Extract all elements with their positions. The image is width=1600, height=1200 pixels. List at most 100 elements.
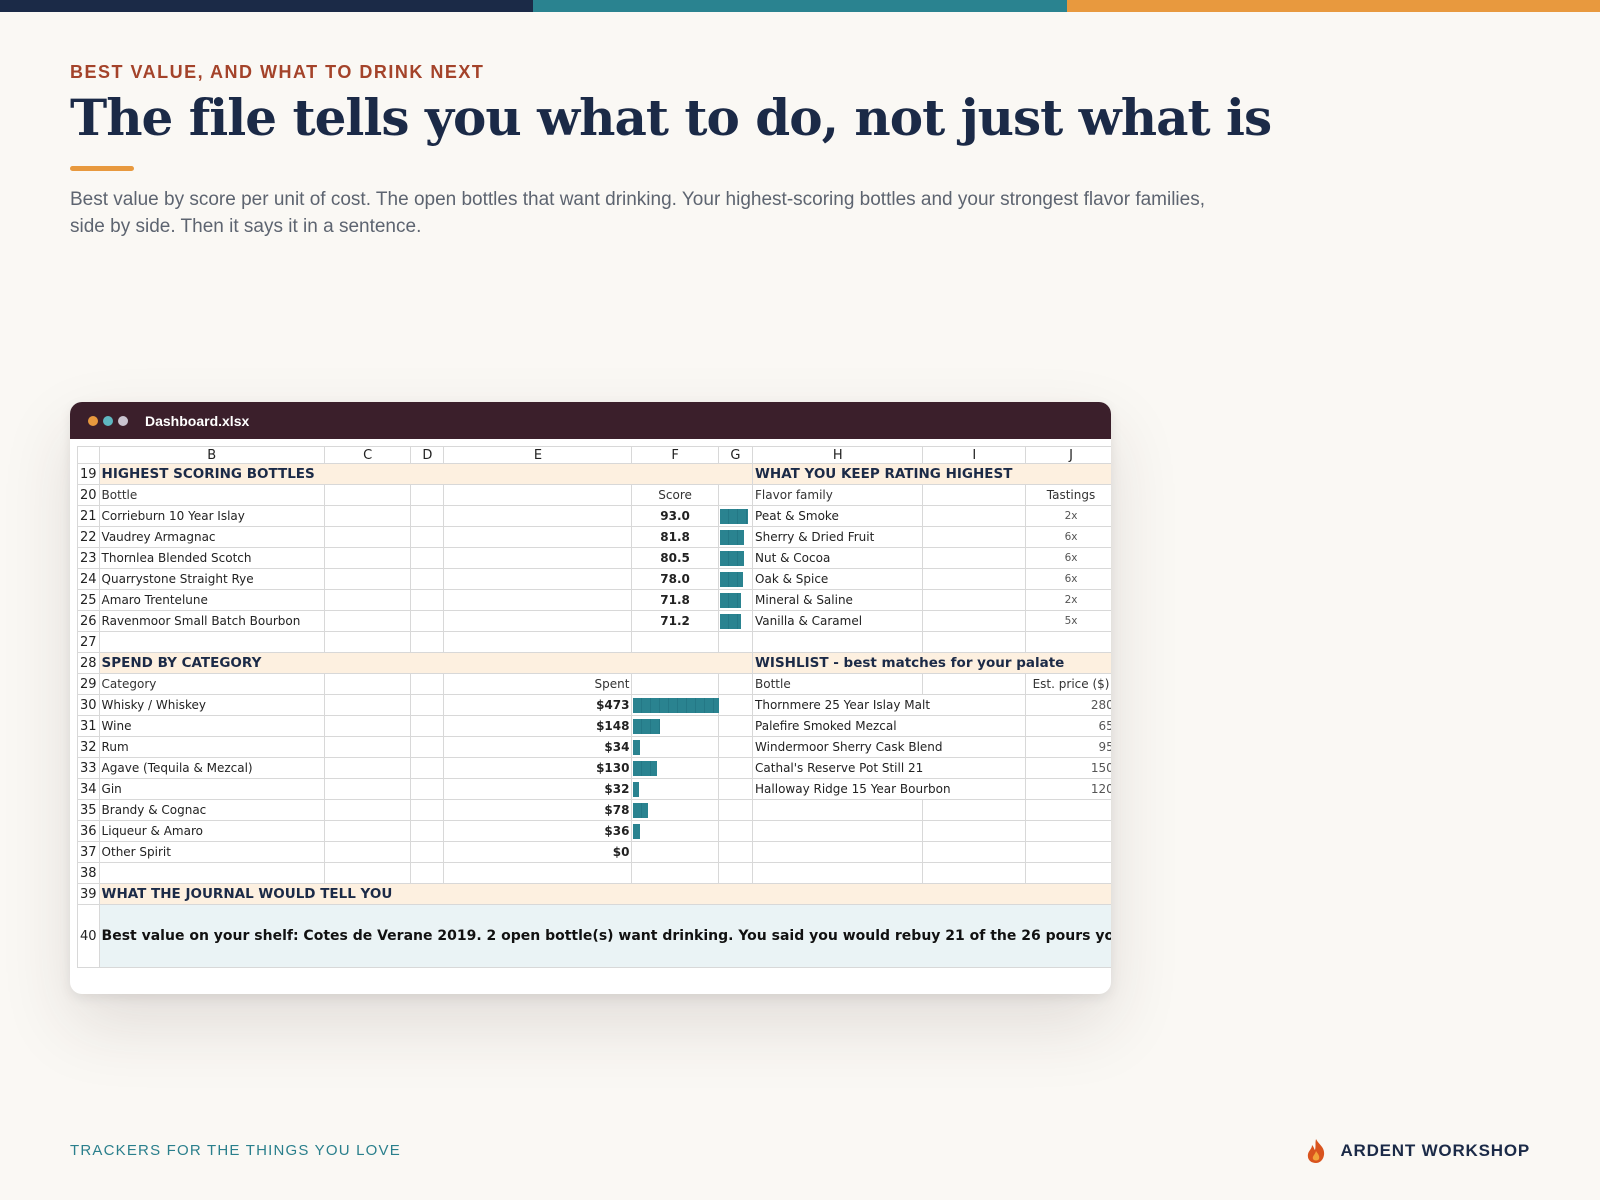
data-bar	[633, 740, 640, 755]
cell	[717, 715, 754, 737]
data-bar	[633, 803, 648, 818]
cell	[410, 841, 445, 863]
file-name: Dashboard.xlsx	[145, 412, 250, 429]
cell	[443, 484, 633, 506]
cell	[752, 820, 924, 842]
cell	[717, 799, 754, 821]
bar-cell	[717, 589, 754, 611]
cell	[922, 484, 1027, 506]
cell	[323, 799, 412, 821]
cell	[1025, 841, 1111, 863]
brand-name: ARDENT WORKSHOP	[1340, 1141, 1530, 1160]
column-label: Flavor family	[752, 484, 924, 506]
column-header: H	[752, 446, 924, 464]
column-header: C	[323, 446, 412, 464]
row-number: 39	[77, 883, 100, 905]
data-bar	[633, 782, 640, 797]
cell	[410, 589, 445, 611]
window-dot[interactable]	[103, 415, 113, 426]
cell	[631, 631, 719, 653]
corner	[77, 446, 100, 464]
cell	[717, 736, 754, 758]
cell	[443, 568, 633, 590]
cell	[323, 841, 412, 863]
stripe	[0, 0, 533, 12]
cell	[922, 568, 1027, 590]
column-label: Bottle	[752, 673, 924, 695]
score: 71.2	[631, 610, 719, 632]
wishlist-bottle: Thornmere 25 Year Islay Malt	[752, 694, 1027, 716]
row-number: 28	[77, 652, 100, 674]
cell	[323, 484, 412, 506]
cell	[323, 820, 412, 842]
row-number: 35	[77, 799, 100, 821]
stripe	[533, 0, 1067, 12]
row-number: 31	[77, 715, 100, 737]
bar-cell	[717, 610, 754, 632]
column-label: Est. price ($)	[1025, 673, 1111, 695]
category: Brandy & Cognac	[98, 799, 325, 821]
bar-cell	[631, 757, 719, 779]
bar-cell	[717, 526, 754, 548]
cell	[443, 505, 633, 527]
cell	[922, 631, 1027, 653]
cell	[443, 589, 633, 611]
cell	[410, 673, 445, 695]
cell	[717, 694, 754, 716]
cell	[410, 694, 445, 716]
cell	[323, 631, 412, 653]
cell	[717, 631, 754, 653]
cell	[922, 547, 1027, 569]
cell	[1025, 862, 1111, 884]
cell	[922, 526, 1027, 548]
accent-rule	[70, 166, 134, 171]
score: 71.8	[631, 589, 719, 611]
cell	[323, 568, 412, 590]
data-bar	[633, 719, 661, 734]
window-dot[interactable]	[118, 415, 128, 426]
window-dot[interactable]	[88, 415, 98, 426]
cell	[98, 631, 325, 653]
column-label: Score	[631, 484, 719, 506]
cell	[323, 673, 412, 695]
column-header: J	[1025, 446, 1111, 464]
wishlist-bottle: Palefire Smoked Mezcal	[752, 715, 1027, 737]
cell	[717, 757, 754, 779]
row-number: 33	[77, 757, 100, 779]
tastings: 6x	[1025, 547, 1111, 569]
score: 78.0	[631, 568, 719, 590]
flavor-family: Peat & Smoke	[752, 505, 924, 527]
score: 81.8	[631, 526, 719, 548]
spent: $473	[443, 694, 633, 716]
data-bar	[633, 824, 640, 839]
cell	[922, 862, 1027, 884]
column-header: G	[717, 446, 754, 464]
cell	[323, 547, 412, 569]
data-bar	[719, 593, 742, 608]
category: Whisky / Whiskey	[98, 694, 325, 716]
cell	[1025, 631, 1111, 653]
spent: $36	[443, 820, 633, 842]
cell	[410, 505, 445, 527]
cell	[323, 526, 412, 548]
cell	[410, 799, 445, 821]
headline: The file tells you what to do, not just …	[70, 88, 1272, 147]
cell	[922, 673, 1027, 695]
cell	[717, 484, 754, 506]
subtitle: Best value by score per unit of cost. Th…	[70, 189, 1205, 237]
cell	[410, 484, 445, 506]
cell	[410, 715, 445, 737]
cell	[922, 589, 1027, 611]
cell	[922, 841, 1027, 863]
category: Liqueur & Amaro	[98, 820, 325, 842]
bar-cell	[631, 694, 720, 716]
section-title: HIGHEST SCORING BOTTLES	[98, 463, 754, 485]
cell	[323, 778, 412, 800]
row-number: 36	[77, 820, 100, 842]
spreadsheet-window: Dashboard.xlsx BCDEFGHIJKL19HIGHEST SCOR…	[70, 402, 1111, 994]
spent: $130	[443, 757, 633, 779]
data-bar	[719, 572, 744, 587]
column-header: E	[443, 446, 633, 464]
cell	[717, 673, 754, 695]
row-number: 38	[77, 862, 100, 884]
